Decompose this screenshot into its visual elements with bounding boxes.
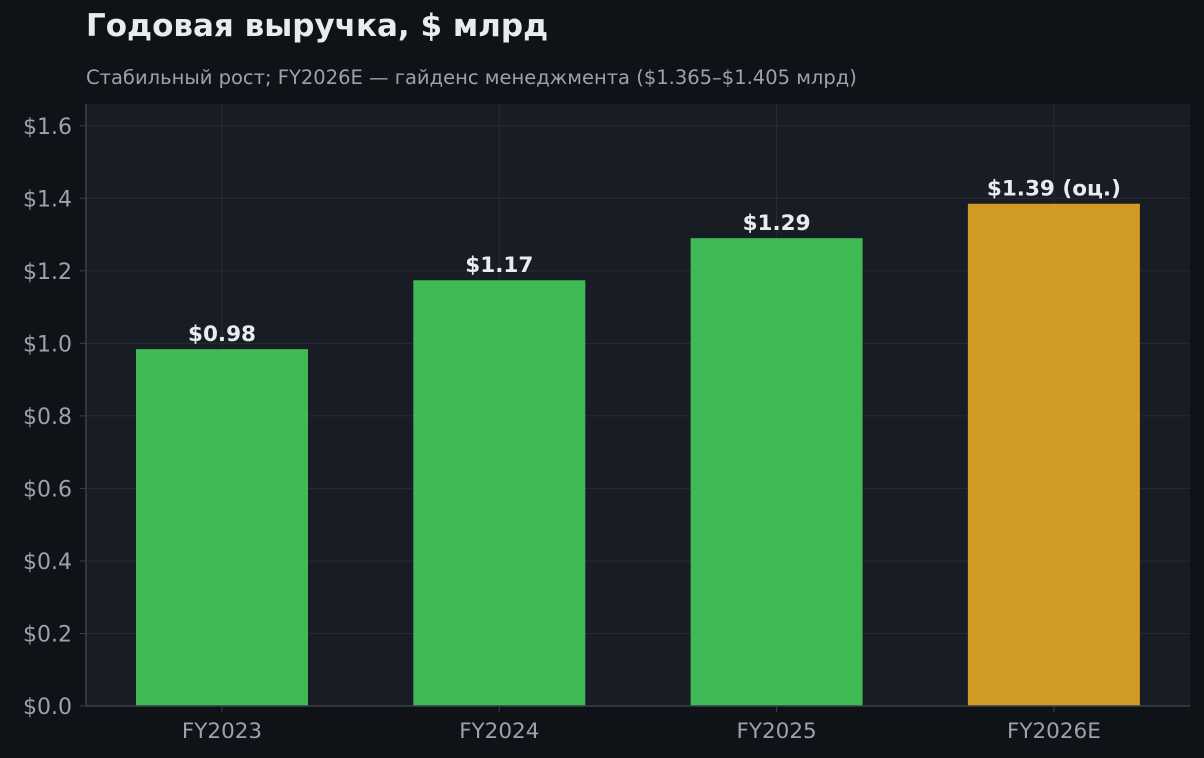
bar-value-label: $1.39 (оц.)	[987, 177, 1121, 202]
y-tick-label: $1.2	[23, 260, 72, 285]
x-tick-label: FY2026E	[1007, 719, 1101, 744]
bar-value-label: $1.17	[465, 253, 533, 278]
x-tick-label: FY2023	[182, 719, 262, 744]
bar-fy2026e	[967, 203, 1140, 706]
bar-fy2023	[136, 349, 308, 706]
y-tick-label: $1.4	[23, 187, 72, 212]
y-tick-label: $1.6	[23, 115, 72, 140]
y-tick-label: $0.0	[23, 695, 72, 720]
bars	[136, 203, 1140, 706]
y-tick-label: $0.2	[23, 622, 72, 647]
bar-value-label: $1.29	[743, 211, 811, 236]
axes	[80, 104, 1190, 712]
y-tick-label: $1.0	[23, 332, 72, 357]
x-tick-label: FY2025	[736, 719, 816, 744]
labels: $0.0 $0.2 $0.4 $0.6 $0.8 $1.0 $1.2 $1.4 $1.6 $0.9…	[23, 115, 1121, 744]
chart-title: Годовая выручка, $ млрд	[86, 8, 549, 44]
y-tick-label: $0.4	[23, 550, 72, 575]
bar-value-label: $0.98	[188, 322, 256, 347]
y-tick-label: $0.8	[23, 405, 72, 430]
chart-subtitle: Стабильный рост; FY2026E — гайденс менед…	[86, 66, 857, 89]
x-tick-label: FY2024	[459, 719, 539, 744]
bar-fy2024	[413, 280, 586, 706]
y-tick-label: $0.6	[23, 477, 72, 502]
bar-fy2025	[690, 238, 863, 706]
